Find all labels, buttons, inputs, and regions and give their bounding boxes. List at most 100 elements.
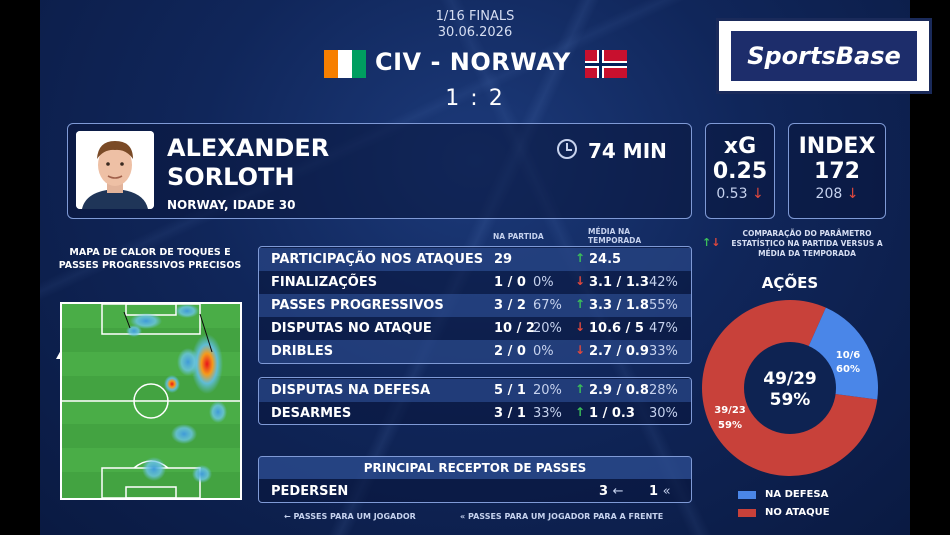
heatmap-svg xyxy=(62,303,240,499)
attack-stats-table: PARTICIPAÇÃO NOS ATAQUES 29 ↑ 24.5 FINAL… xyxy=(258,246,692,364)
match-date: 30.06.2026 xyxy=(437,25,513,40)
legend-swatch-attack xyxy=(738,509,756,517)
player-name: ALEXANDER SORLOTH xyxy=(167,134,329,192)
stat-label: DISPUTAS NA DEFESA xyxy=(271,383,431,398)
stat-season-pct: 30% xyxy=(649,406,678,421)
stat-match-pct: 20% xyxy=(533,383,562,398)
column-header-season: MÉDIA NA TEMPORADA xyxy=(588,227,641,245)
arrow-left-icon: ← xyxy=(284,512,291,521)
logo-text: SportsBase xyxy=(731,31,917,81)
sportsbase-logo: SportsBase xyxy=(716,18,932,94)
legend-defense-label: NA DEFESA xyxy=(765,489,829,500)
index-value: 172 xyxy=(814,159,860,184)
stat-match-value: 1 / 0 xyxy=(494,275,526,290)
stat-season-value: 1 / 0.3 xyxy=(589,406,635,421)
stat-season-value: 10.6 / 5 xyxy=(589,321,644,336)
comparison-note-line1: COMPARAÇÃO DO PARÂMETRO xyxy=(742,229,872,238)
table-row: DISPUTAS NA DEFESA 5 / 1 20% ↑ 2.9 / 0.8… xyxy=(259,379,691,402)
pass-receiver-panel: PRINCIPAL RECEPTOR DE PASSES PEDERSEN 3 … xyxy=(258,456,692,503)
round-label: 1/16 FINALS xyxy=(435,9,515,24)
match-title: CIV - NORWAY xyxy=(375,48,571,76)
index-average: 208 ↓ xyxy=(789,186,885,202)
table-row: FINALIZAÇÕES 1 / 0 0% ↓ 3.1 / 1.3 42% xyxy=(259,271,691,294)
pass-receiver-name: PEDERSEN xyxy=(271,484,349,499)
stat-season-pct: 42% xyxy=(649,275,678,290)
table-row: PARTICIPAÇÃO NOS ATAQUES 29 ↑ 24.5 xyxy=(259,248,691,271)
player-avatar-icon xyxy=(76,131,154,209)
legend-swatch-defense xyxy=(738,491,756,499)
stat-match-value: 10 / 2 xyxy=(494,321,535,336)
legend-passes-text: PASSES PARA UM JOGADOR xyxy=(293,512,416,521)
trend-down-icon: ↓ xyxy=(575,274,586,288)
trend-down-icon: ↓ xyxy=(575,320,586,334)
xg-average-value: 0.53 xyxy=(716,186,748,202)
stat-season-value: 2.9 / 0.8 xyxy=(589,383,649,398)
trend-up-icon: ↑ xyxy=(575,251,586,265)
legend-forward-passes: « PASSES PARA UM JOGADOR PARA A FRENTE xyxy=(460,512,663,521)
stat-season-value: 3.3 / 1.8 xyxy=(589,298,649,313)
legend-attack-label: NO ATAQUE xyxy=(765,507,830,518)
arrow-left-icon: ← xyxy=(612,484,624,499)
clock-icon xyxy=(557,139,577,159)
stat-match-value: 29 xyxy=(494,252,513,267)
table-row: DISPUTAS NO ATAQUE 10 / 2 20% ↓ 10.6 / 5… xyxy=(259,317,691,340)
player-photo xyxy=(76,131,154,209)
stat-season-pct: 33% xyxy=(649,344,678,359)
double-chevron-left-icon: « xyxy=(460,512,466,521)
stat-season-value: 24.5 xyxy=(589,252,622,267)
legend-passes: ← PASSES PARA UM JOGADOR xyxy=(284,512,416,521)
heatmap-pitch xyxy=(60,302,242,500)
stat-label: PASSES PROGRESSIVOS xyxy=(271,298,444,313)
defense-pct-label: 60% xyxy=(836,364,860,375)
trend-down-icon: ↓ xyxy=(711,236,721,249)
trend-up-icon: ↑ xyxy=(575,297,586,311)
legend-forward-text: PASSES PARA UM JOGADOR PARA A FRENTE xyxy=(467,512,664,521)
player-info: NORWAY, IDADE 30 xyxy=(167,198,296,212)
stat-match-pct: 0% xyxy=(533,344,554,359)
index-average-value: 208 xyxy=(815,186,843,202)
player-last-name: SORLOTH xyxy=(167,163,295,191)
actions-title: AÇÕES xyxy=(761,274,819,292)
table-row: DESARMES 3 / 1 33% ↑ 1 / 0.3 30% xyxy=(259,402,691,425)
norway-flag-icon xyxy=(585,50,627,78)
xg-card: xG 0.25 0.53 ↓ xyxy=(705,123,775,219)
stat-match-pct: 67% xyxy=(533,298,562,313)
trend-arrows-icon: ↑↓ xyxy=(702,236,720,249)
minutes-played: 74 MIN xyxy=(588,139,667,163)
attack-pct-label: 59% xyxy=(718,420,742,431)
stat-label: DRIBLES xyxy=(271,344,334,359)
xg-average: 0.53 ↓ xyxy=(706,186,774,202)
comparison-note-line2: ESTATÍSTICO NA PARTIDA VERSUS A xyxy=(731,239,883,248)
stat-label: FINALIZAÇÕES xyxy=(271,275,378,290)
stat-match-value: 3 / 1 xyxy=(494,406,526,421)
column-header-match: NA PARTIDA xyxy=(493,232,544,241)
stat-season-pct: 55% xyxy=(649,298,678,313)
stat-season-pct: 47% xyxy=(649,321,678,336)
heatmap-title-line2: PASSES PROGRESSIVOS PRECISOS xyxy=(58,260,242,271)
stat-season-pct: 28% xyxy=(649,383,678,398)
heatmap-title-line1: MAPA DE CALOR DE TOQUES E xyxy=(69,247,231,258)
donut-center-value: 49/29 xyxy=(763,369,817,389)
column-header-season-line2: TEMPORADA xyxy=(588,236,642,245)
passes-count: 3 ← xyxy=(599,484,623,499)
stat-season-value: 2.7 / 0.9 xyxy=(589,344,649,359)
stat-match-pct: 33% xyxy=(533,406,562,421)
index-title: INDEX xyxy=(798,134,876,159)
donut-hole xyxy=(744,342,836,434)
stat-label: PARTICIPAÇÃO NOS ATAQUES xyxy=(271,252,484,267)
stat-match-value: 3 / 2 xyxy=(494,298,526,313)
table-row: PASSES PROGRESSIVOS 3 / 2 67% ↑ 3.3 / 1.… xyxy=(259,294,691,317)
column-header-season-line1: MÉDIA NA xyxy=(588,227,631,236)
stat-match-value: 2 / 0 xyxy=(494,344,526,359)
defense-stats-table: DISPUTAS NA DEFESA 5 / 1 20% ↑ 2.9 / 0.8… xyxy=(258,377,692,425)
stat-match-pct: 20% xyxy=(533,321,562,336)
forward-passes-count: 1 « xyxy=(649,484,671,499)
civ-flag-icon xyxy=(324,50,366,78)
passes-count-value: 3 xyxy=(599,484,609,499)
stat-match-value: 5 / 1 xyxy=(494,383,526,398)
forward-passes-value: 1 xyxy=(649,484,659,499)
player-card xyxy=(67,123,692,219)
trend-up-icon: ↑ xyxy=(702,236,712,249)
index-trend-down-icon: ↓ xyxy=(846,186,859,202)
actions-donut-chart: 49/29 59% 10/6 60% 39/23 59% xyxy=(702,300,878,476)
